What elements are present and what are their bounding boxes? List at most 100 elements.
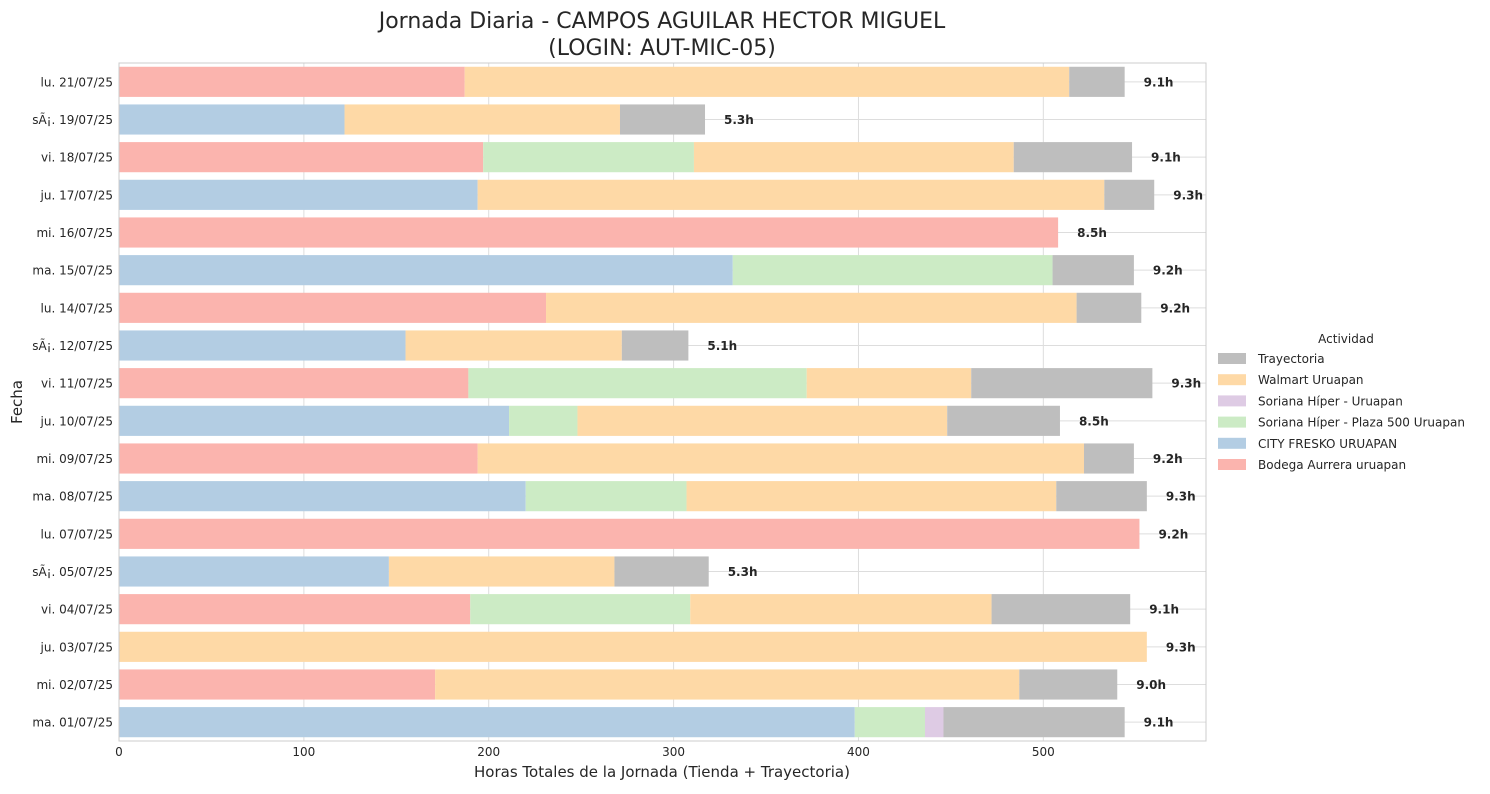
bar-segment [119,443,478,474]
bar-segment [119,330,406,361]
legend-entry-label: Trayectoria [1257,352,1325,366]
legend: Actividad Trayectoria Walmart Uruapan Sori… [1218,332,1465,472]
bar-segment [806,368,972,399]
bar-segment [971,368,1153,399]
bar-segment [388,556,615,587]
bar-total-label: 5.1h [707,339,737,353]
x-tick-label: 400 [847,745,870,759]
bar-segment [686,481,1057,512]
y-tick-label: vi. 04/07/25 [41,603,113,617]
y-tick-label: lu. 14/07/25 [41,301,113,315]
bar-total-label: 9.1h [1149,603,1179,617]
bar-segment [1013,142,1133,173]
y-tick-label: ju. 10/07/25 [40,414,113,428]
legend-entry-label: Bodega Aurrera uruapan [1258,458,1406,472]
y-tick-label: lu. 07/07/25 [41,527,113,541]
bar-segment [1104,179,1155,210]
bar-segment [119,481,526,512]
bar-segment [732,255,1053,286]
bar-segment [119,707,855,738]
bar-segment [693,142,1014,173]
bar-segment [119,142,484,173]
bar-segment [925,707,944,738]
bar-segment [1076,292,1142,323]
bar-segment [947,405,1060,436]
bar-segment [405,330,622,361]
bar-total-label: 5.3h [724,113,754,127]
bar-total-label: 9.2h [1153,264,1183,278]
plot-frame [118,62,1207,742]
bar-segment [1056,481,1147,512]
bar-segment [344,104,620,135]
chart-title-line1: Jornada Diaria - CAMPOS AGUILAR HECTOR M… [377,9,946,34]
y-tick-label: sÃ¡. 12/07/25 [32,338,113,353]
bar-total-label: 9.3h [1171,377,1201,391]
legend-swatch [1218,437,1246,449]
bar-segment [119,292,547,323]
x-tick-label: 300 [662,745,685,759]
bar-total-label: 8.5h [1077,226,1107,240]
bar-segment [621,330,689,361]
bar-segment [1019,669,1118,700]
bar-segment [477,443,1084,474]
legend-swatch [1218,459,1246,470]
y-tick-labels: lu. 21/07/25 sÃ¡. 19/07/25 vi. 18/07/25 ju.… [32,75,113,729]
bar-total-label: 5.3h [728,565,758,579]
bar-segment [1069,66,1125,97]
bar-segment [119,179,478,210]
bar-segment [943,707,1125,738]
bar-segment [577,405,948,436]
y-tick-label: ju. 17/07/25 [40,188,113,202]
bar-segment [119,518,1140,549]
plot-area [119,63,1206,741]
bar-segment [119,104,345,135]
bar-total-label: 9.1h [1144,75,1174,89]
y-tick-label: mi. 16/07/25 [36,226,113,240]
bars-group [119,66,1155,738]
bar-segment [119,66,465,97]
y-tick-label: ma. 01/07/25 [32,716,113,730]
bar-segment [483,142,694,173]
bar-segment [435,669,1020,700]
legend-swatch [1218,374,1246,386]
bar-segment [119,368,469,399]
bar-total-label: 9.2h [1158,527,1188,541]
x-tick-label: 0 [115,745,123,759]
y-tick-label: mi. 02/07/25 [36,678,113,692]
legend-swatch [1218,416,1246,428]
bar-segment [119,556,389,587]
bar-total-label: 9.3h [1173,188,1203,202]
bar-segment [619,104,706,135]
bar-total-label: 9.2h [1160,301,1190,315]
bar-total-label: 8.5h [1079,414,1109,428]
y-tick-label: ma. 08/07/25 [32,490,113,504]
bar-segment [470,594,691,625]
legend-entry-label: Soriana Híper - Plaza 500 Uruapan [1258,416,1465,430]
y-tick-label: vi. 18/07/25 [41,151,113,165]
total-labels-group: 9.1h 5.3h 9.1h 9.3h 8.5h 9.2h 9.2h 5.1h 9.3h 8.5h… [707,75,1203,729]
y-tick-label: sÃ¡. 19/07/25 [32,112,113,127]
bar-segment [509,405,578,436]
x-tick-label: 500 [1032,745,1055,759]
bar-total-label: 9.3h [1166,640,1196,654]
x-tick-labels: 0 100 200 300 400 500 [115,745,1055,759]
legend-entry-label: Soriana Híper - Uruapan [1258,394,1403,408]
x-tick-label: 100 [292,745,315,759]
legend-swatch [1218,353,1246,364]
y-tick-label: ju. 03/07/25 [40,640,113,654]
chart-title-line2: (LOGIN: AUT-MIC-05) [548,36,776,61]
bar-segment [119,669,436,700]
bar-segment [854,707,926,738]
y-tick-label: mi. 09/07/25 [36,452,113,466]
bar-segment [525,481,687,512]
bar-total-label: 9.1h [1151,151,1181,165]
x-axis-label: Horas Totales de la Jornada (Tienda + Tr… [474,763,850,781]
bar-total-label: 9.0h [1136,678,1166,692]
bar-total-label: 9.2h [1153,452,1183,466]
x-tick-label: 200 [477,745,500,759]
y-tick-label: ma. 15/07/25 [32,264,113,278]
bar-segment [464,66,1070,97]
bar-segment [119,405,510,436]
